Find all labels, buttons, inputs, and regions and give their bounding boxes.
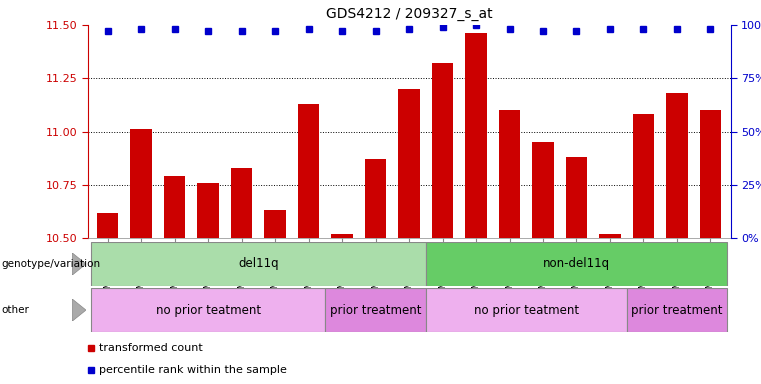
Bar (465, 33, 487, 238)
Bar (398, 89, 420, 238)
Text: prior treatment: prior treatment (330, 304, 422, 316)
Bar (231, 168, 253, 238)
Text: no prior teatment: no prior teatment (155, 304, 261, 316)
Polygon shape (72, 299, 86, 321)
Text: del11q: del11q (238, 258, 279, 270)
Title: GDS4212 / 209327_s_at: GDS4212 / 209327_s_at (326, 7, 492, 21)
Text: other: other (2, 305, 30, 315)
Bar (599, 234, 621, 238)
Bar (498, 110, 521, 238)
Bar (164, 176, 186, 238)
Bar (91, 242, 426, 286)
Polygon shape (72, 253, 86, 275)
Text: percentile rank within the sample: percentile rank within the sample (99, 366, 287, 376)
Bar (264, 210, 286, 238)
Bar (331, 234, 353, 238)
Text: no prior teatment: no prior teatment (473, 304, 579, 316)
Text: prior treatment: prior treatment (631, 304, 723, 316)
Bar (197, 183, 219, 238)
Bar (699, 110, 721, 238)
Bar (627, 288, 728, 332)
Bar (426, 288, 627, 332)
Bar (532, 142, 554, 238)
Bar (130, 129, 152, 238)
Bar (91, 288, 325, 332)
Text: non-del11q: non-del11q (543, 258, 610, 270)
Text: transformed count: transformed count (99, 343, 202, 353)
Bar (565, 157, 587, 238)
Text: genotype/variation: genotype/variation (2, 259, 100, 269)
Bar (431, 63, 454, 238)
Bar (632, 114, 654, 238)
Bar (97, 212, 119, 238)
Bar (666, 93, 688, 238)
Bar (426, 242, 728, 286)
Bar (365, 159, 387, 238)
Bar (298, 104, 320, 238)
Bar (325, 288, 426, 332)
